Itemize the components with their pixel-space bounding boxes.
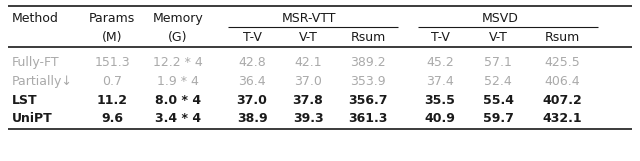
- Text: (G): (G): [168, 30, 188, 43]
- Text: 3.4 * 4: 3.4 * 4: [155, 112, 201, 124]
- Text: MSR-VTT: MSR-VTT: [282, 11, 337, 24]
- Text: 0.7: 0.7: [102, 75, 122, 87]
- Text: 356.7: 356.7: [348, 94, 388, 106]
- Text: 35.5: 35.5: [424, 94, 456, 106]
- Text: Method: Method: [12, 11, 59, 24]
- Text: 40.9: 40.9: [424, 112, 456, 124]
- Text: 37.0: 37.0: [294, 75, 322, 87]
- Text: 55.4: 55.4: [483, 94, 513, 106]
- Text: 36.4: 36.4: [238, 75, 266, 87]
- Text: T-V: T-V: [243, 30, 261, 43]
- Text: 38.9: 38.9: [237, 112, 268, 124]
- Text: 407.2: 407.2: [542, 94, 582, 106]
- Text: LST: LST: [12, 94, 38, 106]
- Text: (M): (M): [102, 30, 122, 43]
- Text: MSVD: MSVD: [481, 11, 518, 24]
- Text: Rsum: Rsum: [350, 30, 386, 43]
- Text: 11.2: 11.2: [97, 94, 127, 106]
- Text: 389.2: 389.2: [350, 56, 386, 68]
- Text: Fully-FT: Fully-FT: [12, 56, 60, 68]
- Text: T-V: T-V: [431, 30, 449, 43]
- Text: 42.1: 42.1: [294, 56, 322, 68]
- Text: Rsum: Rsum: [545, 30, 580, 43]
- Text: 425.5: 425.5: [544, 56, 580, 68]
- Text: 9.6: 9.6: [101, 112, 123, 124]
- Text: 353.9: 353.9: [350, 75, 386, 87]
- Text: 8.0 * 4: 8.0 * 4: [155, 94, 201, 106]
- Text: 12.2 * 4: 12.2 * 4: [153, 56, 203, 68]
- Text: 406.4: 406.4: [544, 75, 580, 87]
- Text: Partially↓: Partially↓: [12, 75, 73, 87]
- Text: 37.4: 37.4: [426, 75, 454, 87]
- Text: 1.9 * 4: 1.9 * 4: [157, 75, 199, 87]
- Text: 37.0: 37.0: [237, 94, 268, 106]
- Text: V-T: V-T: [488, 30, 508, 43]
- Text: 59.7: 59.7: [483, 112, 513, 124]
- Text: 57.1: 57.1: [484, 56, 512, 68]
- Text: 432.1: 432.1: [542, 112, 582, 124]
- Text: 45.2: 45.2: [426, 56, 454, 68]
- Text: Memory: Memory: [152, 11, 204, 24]
- Text: 42.8: 42.8: [238, 56, 266, 68]
- Text: Params: Params: [89, 11, 135, 24]
- Text: 52.4: 52.4: [484, 75, 512, 87]
- Text: 361.3: 361.3: [348, 112, 388, 124]
- Text: 39.3: 39.3: [292, 112, 323, 124]
- Text: V-T: V-T: [299, 30, 317, 43]
- Text: 151.3: 151.3: [94, 56, 130, 68]
- Text: UniPT: UniPT: [12, 112, 52, 124]
- Text: 37.8: 37.8: [292, 94, 323, 106]
